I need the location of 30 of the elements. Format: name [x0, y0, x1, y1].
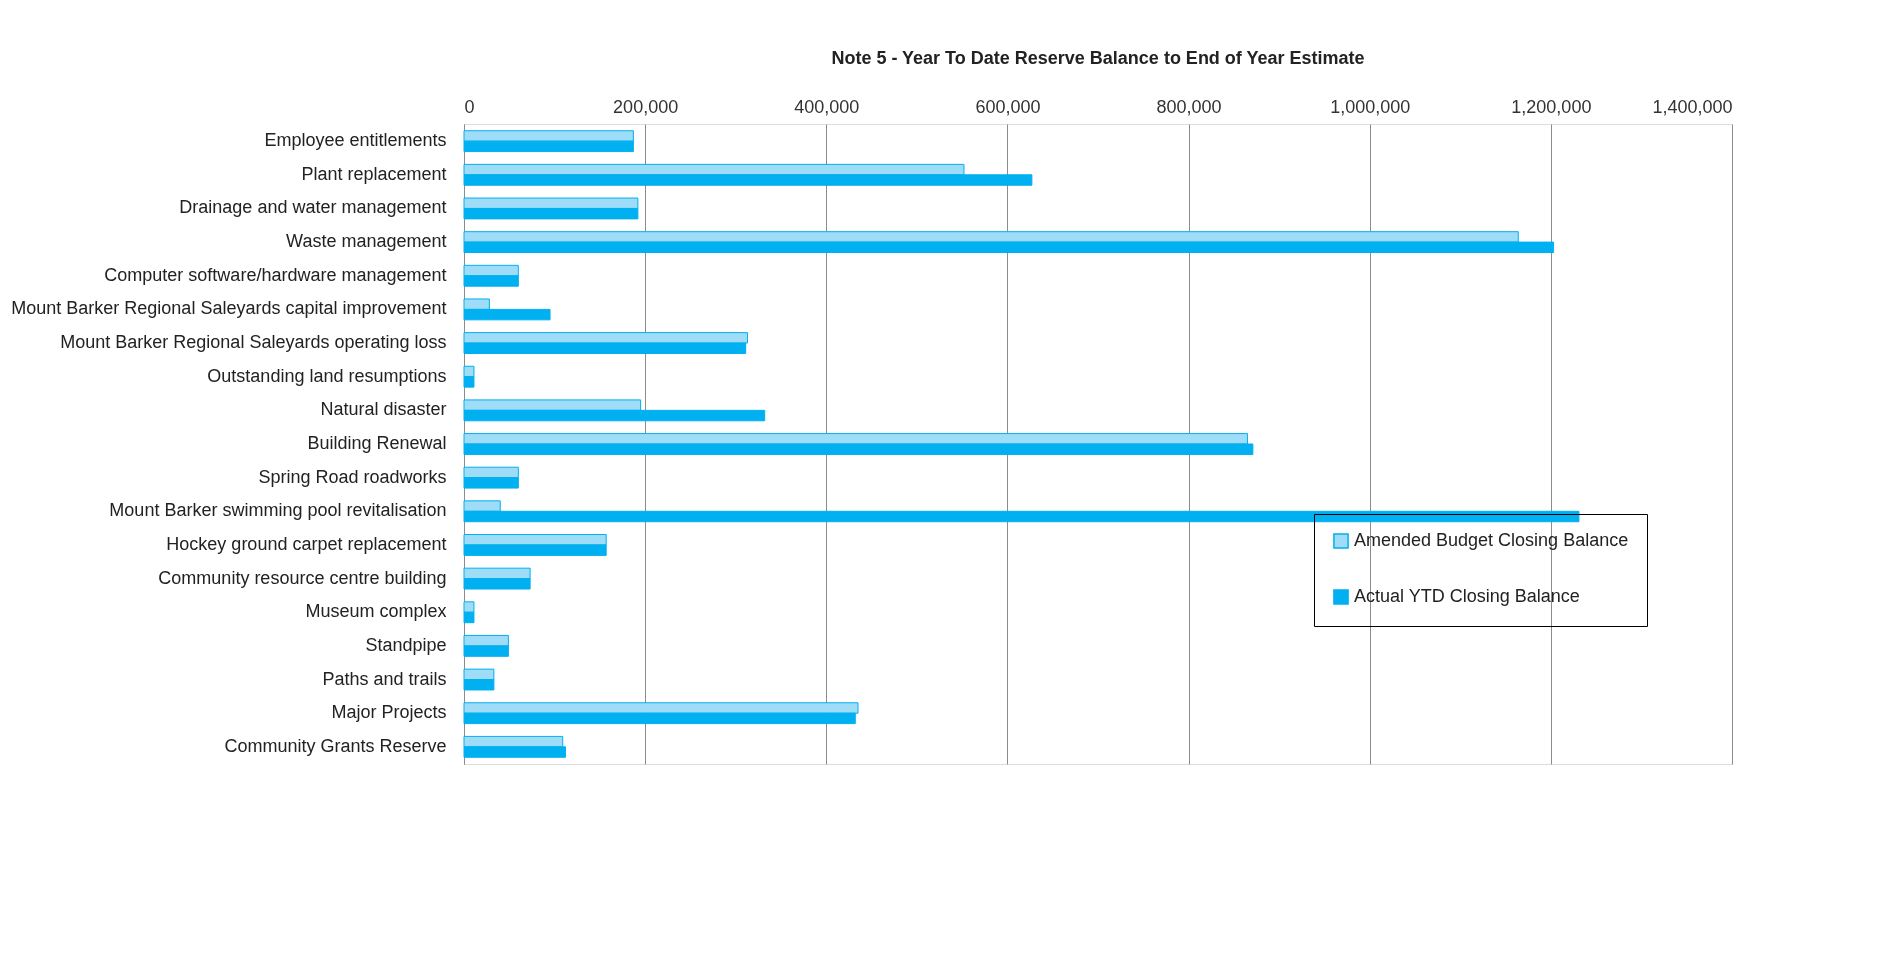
y-tick-label: Major Projects	[331, 702, 447, 723]
x-tick-label: 1,400,000	[1652, 96, 1733, 117]
x-tick-label: 0	[464, 96, 475, 117]
y-tick-label: Hockey ground carpet replacement	[166, 533, 447, 554]
y-tick-label: Outstanding land resumptions	[207, 365, 447, 386]
legend-label: Actual YTD Closing Balance	[1354, 586, 1580, 606]
legend-label: Amended Budget Closing Balance	[1354, 530, 1629, 550]
x-tick-label: 400,000	[794, 96, 860, 117]
y-tick-label: Mount Barker swimming pool revitalisation	[109, 500, 447, 521]
x-tick-label: 1,000,000	[1330, 96, 1411, 117]
chart-title: Note 5 - Year To Date Reserve Balance to End of Year Estimate	[831, 48, 1365, 68]
y-tick-label: Museum complex	[305, 601, 447, 622]
y-tick-label: Standpipe	[365, 634, 447, 655]
y-tick-label: Drainage and water management	[179, 197, 447, 218]
y-tick-label: Plant replacement	[301, 163, 447, 184]
y-tick-label: Natural disaster	[320, 399, 447, 420]
x-tick-label: 800,000	[1156, 96, 1222, 117]
y-tick-label: Mount Barker Regional Saleyards capital improvement	[11, 298, 447, 319]
x-tick-label: 1,200,000	[1511, 96, 1592, 117]
x-tick-label: 600,000	[975, 96, 1041, 117]
y-tick-label: Community Grants Reserve	[224, 735, 447, 756]
y-tick-label: Waste management	[286, 231, 447, 252]
y-tick-label: Employee entitlements	[264, 130, 447, 151]
y-tick-label: Paths and trails	[322, 668, 447, 689]
x-tick-label: 200,000	[613, 96, 679, 117]
y-tick-label: Computer software/hardware management	[104, 264, 447, 285]
y-tick-label: Building Renewal	[307, 433, 447, 453]
y-tick-label: Mount Barker Regional Saleyards operating loss	[60, 332, 447, 353]
y-tick-label: Community resource centre building	[158, 567, 447, 588]
y-tick-label: Spring Road roadworks	[258, 466, 447, 487]
